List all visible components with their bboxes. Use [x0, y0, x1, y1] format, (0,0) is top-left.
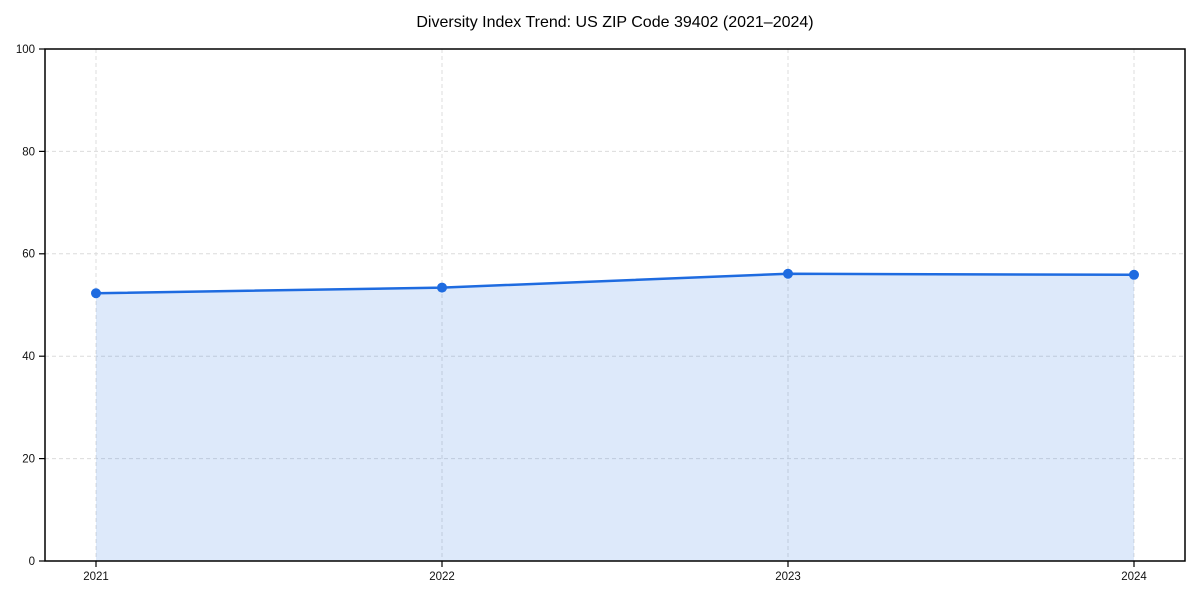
x-axis: 2021 2022 2023 2024 [83, 561, 1147, 583]
y-tick-label: 80 [22, 146, 35, 158]
data-point [1129, 269, 1139, 280]
x-tick-label: 2021 [83, 571, 109, 583]
y-tick-label: 60 [22, 249, 35, 261]
y-tick-label: 40 [22, 351, 35, 363]
y-tick-label: 20 [22, 454, 35, 466]
data-points [91, 268, 1139, 299]
data-point [437, 282, 447, 293]
x-tick-label: 2023 [775, 571, 801, 583]
data-point [91, 288, 101, 299]
area-fill [96, 273, 1134, 561]
trend-line [94, 272, 1136, 295]
x-tick-label: 2022 [429, 571, 455, 583]
chart-title: Diversity Index Trend: US ZIP Code 39402… [416, 14, 814, 31]
y-axis: 0 20 40 60 80 100 [16, 44, 45, 568]
y-tick-label: 100 [16, 44, 35, 56]
x-tick-label: 2024 [1121, 571, 1147, 583]
plot-border [44, 48, 1186, 562]
y-gridlines [45, 150, 1185, 460]
x-gridlines [95, 49, 1135, 561]
y-tick-label: 0 [29, 556, 35, 568]
data-point [783, 268, 793, 279]
